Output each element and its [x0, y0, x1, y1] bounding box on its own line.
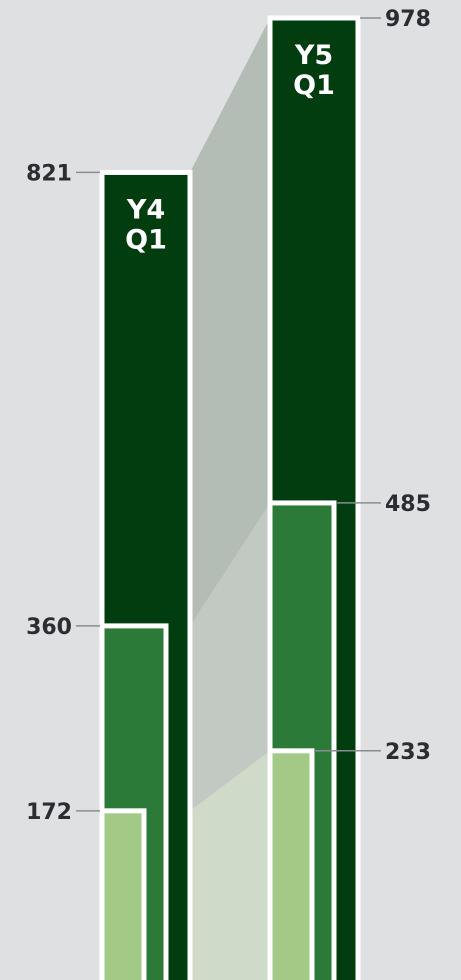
category-label: Q1 [293, 70, 335, 101]
value-label: 360 [26, 615, 72, 640]
value-label: 978 [385, 7, 431, 32]
category-label: Y4 [126, 194, 165, 225]
category-label: Y5 [294, 40, 333, 71]
bar-2-series-3 [267, 748, 315, 980]
value-label: 172 [26, 800, 72, 825]
connector-band-3 [190, 750, 270, 980]
bar-1-series-3 [99, 808, 147, 980]
value-label: 821 [26, 161, 72, 186]
value-label: 233 [385, 740, 431, 765]
category-label: Q1 [125, 224, 167, 255]
value-label: 485 [385, 492, 431, 517]
